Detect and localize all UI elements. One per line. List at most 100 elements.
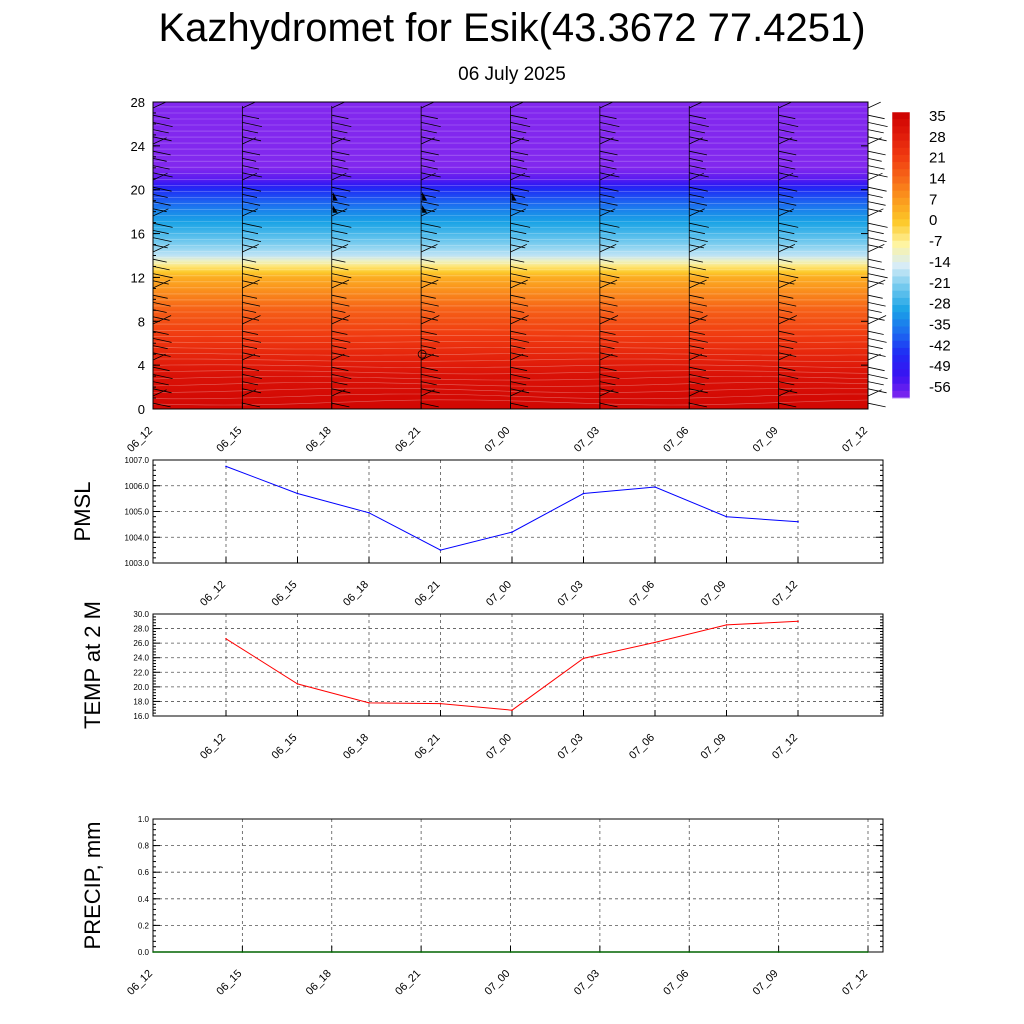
x-tick-label: 07_00 [483, 425, 513, 455]
colorbar-cell [892, 112, 910, 120]
wind-pennant [422, 191, 428, 201]
y-tick-label: 24.0 [133, 654, 149, 663]
data-point [511, 709, 513, 711]
x-tick-label: 06_21 [393, 968, 423, 998]
y-tick-label: 1007.0 [125, 456, 150, 465]
colorbar-label: 35 [929, 108, 946, 125]
colorbar-cell [892, 212, 910, 220]
x-tick-label: 07_06 [627, 579, 657, 609]
colorbar-cell [892, 326, 910, 335]
data-point [725, 515, 728, 518]
colorbar-cell [892, 362, 910, 370]
y-tick-label: 30.0 [133, 610, 149, 619]
colorbar-cell [892, 340, 910, 349]
colorbar-cell [892, 383, 910, 392]
x-tick-label: 06_15 [214, 968, 244, 998]
data-point [331, 951, 333, 953]
colorbar-cell [892, 162, 910, 170]
x-tick-label: 06_15 [270, 732, 300, 762]
y-tick-label: 8 [138, 314, 145, 329]
x-tick-label: 07_03 [556, 732, 586, 762]
data-point [241, 951, 244, 953]
colorbar-label: 7 [929, 191, 937, 208]
colorbar-cell [892, 240, 910, 249]
y-axis-label: TEMP at 2 M [80, 601, 105, 729]
colorbar-cell [892, 283, 910, 292]
data-point [777, 951, 780, 953]
colorbar-cell [892, 154, 910, 163]
colorbar-label: -28 [929, 296, 951, 313]
colorbar-cell [892, 226, 910, 235]
data-point [867, 951, 869, 953]
colorbar-cell [892, 376, 910, 385]
x-tick-label: 06_21 [413, 579, 443, 609]
x-tick-label: 07_09 [699, 732, 729, 762]
x-tick-label: 07_06 [661, 425, 691, 455]
data-point [296, 492, 299, 495]
x-tick-label: 06_21 [413, 732, 443, 762]
colorbar-cell [892, 369, 910, 378]
chart-title: Kazhydromet for Esik(43.3672 77.4251) [158, 6, 866, 50]
y-axis-label: PMSL [70, 482, 95, 542]
data-point [797, 620, 799, 623]
chart-subtitle: 06 July 2025 [458, 64, 566, 85]
wind-barb-column [867, 101, 888, 408]
colorbar-cell [892, 255, 910, 263]
y-tick-label: 0.0 [138, 948, 150, 957]
x-tick-label: 07_00 [483, 968, 513, 998]
x-tick-label: 06_15 [270, 579, 300, 609]
y-axis-label: PRECIP, mm [80, 822, 105, 950]
colorbar-cell [892, 190, 910, 199]
colorbar-cell [892, 176, 910, 184]
colorbar-cell [892, 347, 910, 356]
colorbar-label: -49 [929, 358, 951, 375]
data-point [599, 951, 601, 953]
colorbar-cell [892, 319, 910, 327]
colorbar-cell [892, 147, 910, 156]
data-point [797, 521, 799, 523]
wind-barb-column [688, 101, 709, 408]
data-point [368, 702, 370, 704]
x-tick-label: 07_12 [840, 968, 870, 998]
x-tick-label: 06_18 [341, 732, 371, 762]
colorbar-cell [892, 269, 910, 277]
colorbar-cell [892, 219, 910, 227]
x-tick-label: 07_12 [840, 425, 870, 455]
colorbar-cell [892, 276, 910, 285]
colorbar-label: -7 [929, 233, 942, 250]
colorbar-frame [891, 111, 911, 399]
x-tick-label: 07_00 [484, 579, 514, 609]
colorbar-cell [892, 169, 910, 177]
panel-pmsl: 1003.0 1004.0 1005.0 1006.0 1007.0 06_12 06_15… [70, 456, 884, 609]
x-tick-label: 06_21 [393, 425, 423, 455]
colorbar-cell [892, 305, 910, 313]
data-point [509, 951, 512, 953]
x-tick-label: 07_12 [770, 579, 800, 609]
colorbar-cell [892, 312, 910, 320]
x-tick-label: 07_09 [751, 425, 781, 455]
wind-barb-column [420, 101, 441, 408]
colorbar-cell [892, 140, 910, 149]
y-tick-label: 0 [138, 402, 145, 417]
x-tick-label: 07_09 [751, 968, 781, 998]
colorbar-cell [892, 262, 910, 270]
colorbar-label: 28 [929, 129, 946, 146]
y-tick-label: 16.0 [133, 712, 149, 721]
wind-barb-column [331, 101, 352, 408]
x-tick-label: 07_03 [556, 579, 586, 609]
colorbar-cell [892, 333, 910, 342]
wind-barb-column [599, 101, 620, 408]
colorbar-label: -42 [929, 337, 951, 354]
y-tick-label: 20 [131, 183, 145, 198]
y-tick-label: 28.0 [133, 625, 149, 634]
data-point [225, 465, 227, 468]
wind-barb-column [510, 101, 531, 408]
panel-frame [152, 613, 884, 717]
x-tick-label: 07_00 [484, 732, 514, 762]
y-tick-label: 24 [131, 139, 145, 154]
calm-wind-circle [417, 349, 427, 359]
x-tick-label: 07_09 [699, 579, 729, 609]
data-point [368, 512, 370, 514]
x-tick-label: 07_06 [627, 732, 657, 762]
